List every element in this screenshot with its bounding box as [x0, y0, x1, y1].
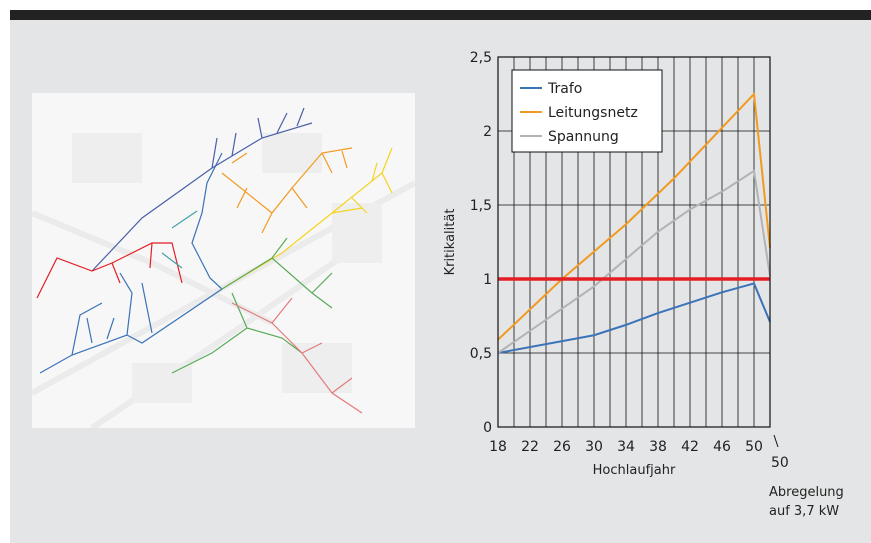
feeder-pink [231, 297, 363, 414]
x-tick-label: 34 [617, 439, 635, 455]
street-network-map [32, 93, 415, 428]
map-network [36, 107, 393, 414]
plot-frame [497, 56, 771, 428]
x-tick-label: 30 [585, 439, 603, 455]
criticality-chart: 0 0,5 1 1,5 2 2,5 18 22 26 30 34 38 42 46 50 Kritikal… [443, 50, 844, 519]
legend-label: Spannung [548, 129, 619, 145]
extra-tick-mark [773, 434, 779, 448]
x-tick-label: 50 [745, 439, 763, 455]
feeder-navy [91, 107, 313, 272]
map-buildings [72, 133, 382, 403]
y-tick-label: 2,5 [470, 50, 492, 66]
y-tick-label: 1 [483, 272, 492, 288]
top-bar [10, 10, 871, 20]
x-tick-label: 42 [681, 439, 699, 455]
y-tick-labels: 0 0,5 1 1,5 2 2,5 [470, 50, 492, 436]
feeder-orange [221, 147, 353, 234]
feeder-blue [39, 152, 223, 374]
y-tick-label: 1,5 [470, 198, 492, 214]
y-tick-label: 0 [483, 420, 492, 436]
legend: Trafo Leitungsnetz Spannung [511, 69, 663, 153]
series-lines [497, 91, 771, 354]
x-tick-labels: 18 22 26 30 34 38 42 46 50 [489, 439, 763, 455]
series-line-leitungsnetz [497, 91, 771, 341]
x-tick-label: 18 [489, 439, 507, 455]
x-axis-label: Hochlaufjahr [593, 463, 676, 478]
x-tick-label: 26 [553, 439, 571, 455]
annotation-line-1: Abregelung [769, 485, 844, 500]
y-tick-label: 0,5 [470, 346, 492, 362]
legend-label: Trafo [547, 81, 582, 97]
legend-label: Leitungsnetz [548, 105, 638, 121]
series-line-spannung [497, 169, 771, 354]
x-extra-tick-label: 50 [771, 455, 789, 471]
x-tick-label: 22 [521, 439, 539, 455]
x-tick-label: 38 [649, 439, 667, 455]
annotation-line-2: auf 3,7 kW [769, 504, 839, 519]
feeder-red [36, 242, 183, 299]
feeder-yellow [221, 147, 393, 290]
x-tick-label: 46 [713, 439, 731, 455]
feeder-green [171, 237, 333, 374]
y-axis-label: Kritikalität [443, 209, 458, 276]
series-line-trafo [497, 282, 771, 354]
y-tick-label: 2 [483, 124, 492, 140]
feeder-teal [161, 210, 198, 269]
